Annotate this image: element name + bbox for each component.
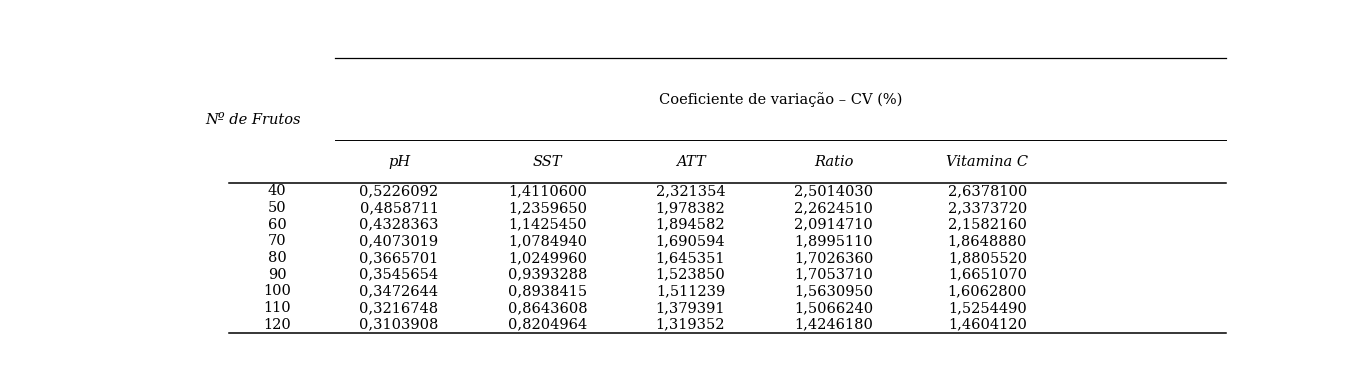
Text: 1,645351: 1,645351 xyxy=(655,251,725,265)
Text: 70: 70 xyxy=(268,234,286,248)
Text: Nº de Frutos: Nº de Frutos xyxy=(205,113,301,127)
Text: 2,321354: 2,321354 xyxy=(655,184,725,199)
Text: 80: 80 xyxy=(268,251,286,265)
Text: 100: 100 xyxy=(263,284,291,298)
Text: 2,2624510: 2,2624510 xyxy=(795,201,873,215)
Text: 1,690594: 1,690594 xyxy=(655,234,725,248)
Text: 0,3545654: 0,3545654 xyxy=(360,268,439,281)
Text: 1,319352: 1,319352 xyxy=(655,318,725,331)
Text: 0,4073019: 0,4073019 xyxy=(360,234,439,248)
Text: 0,9393288: 0,9393288 xyxy=(508,268,587,281)
Text: 1,379391: 1,379391 xyxy=(655,301,725,315)
Text: ATT: ATT xyxy=(676,155,706,169)
Text: 1,4110600: 1,4110600 xyxy=(508,184,587,199)
Text: 50: 50 xyxy=(268,201,286,215)
Text: Coeficiente de variação – CV (%): Coeficiente de variação – CV (%) xyxy=(659,92,903,107)
Text: 0,3472644: 0,3472644 xyxy=(360,284,439,298)
Text: 120: 120 xyxy=(263,318,291,331)
Text: 0,3216748: 0,3216748 xyxy=(360,301,439,315)
Text: 0,3665701: 0,3665701 xyxy=(360,251,439,265)
Text: 1,6651070: 1,6651070 xyxy=(948,268,1027,281)
Text: pH: pH xyxy=(389,155,410,169)
Text: SST: SST xyxy=(532,155,562,169)
Text: 1,511239: 1,511239 xyxy=(655,284,725,298)
Text: 1,4246180: 1,4246180 xyxy=(795,318,873,331)
Text: 1,7026360: 1,7026360 xyxy=(793,251,873,265)
Text: 0,8204964: 0,8204964 xyxy=(508,318,587,331)
Text: 2,1582160: 2,1582160 xyxy=(948,218,1027,232)
Text: 1,5254490: 1,5254490 xyxy=(948,301,1027,315)
Text: 0,5226092: 0,5226092 xyxy=(360,184,439,199)
Text: 0,3103908: 0,3103908 xyxy=(360,318,439,331)
Text: 1,0249960: 1,0249960 xyxy=(508,251,587,265)
Text: 1,1425450: 1,1425450 xyxy=(508,218,587,232)
Text: 1,5066240: 1,5066240 xyxy=(793,301,873,315)
Text: 1,894582: 1,894582 xyxy=(655,218,725,232)
Text: 1,8648880: 1,8648880 xyxy=(948,234,1027,248)
Text: 110: 110 xyxy=(263,301,291,315)
Text: 1,8805520: 1,8805520 xyxy=(948,251,1027,265)
Text: 1,2359650: 1,2359650 xyxy=(508,201,587,215)
Text: 2,3373720: 2,3373720 xyxy=(948,201,1027,215)
Text: 40: 40 xyxy=(268,184,286,199)
Text: 0,8643608: 0,8643608 xyxy=(508,301,587,315)
Text: 0,8938415: 0,8938415 xyxy=(508,284,587,298)
Text: 0,4328363: 0,4328363 xyxy=(360,218,439,232)
Text: 2,6378100: 2,6378100 xyxy=(948,184,1027,199)
Text: 1,978382: 1,978382 xyxy=(655,201,725,215)
Text: 90: 90 xyxy=(268,268,286,281)
Text: 1,523850: 1,523850 xyxy=(655,268,725,281)
Text: 2,0914710: 2,0914710 xyxy=(795,218,873,232)
Text: 2,5014030: 2,5014030 xyxy=(793,184,873,199)
Text: 1,4604120: 1,4604120 xyxy=(948,318,1027,331)
Text: 1,7053710: 1,7053710 xyxy=(795,268,873,281)
Text: Ratio: Ratio xyxy=(814,155,854,169)
Text: 0,4858711: 0,4858711 xyxy=(360,201,438,215)
Text: 1,8995110: 1,8995110 xyxy=(795,234,873,248)
Text: 1,5630950: 1,5630950 xyxy=(793,284,873,298)
Text: 60: 60 xyxy=(268,218,286,232)
Text: 1,0784940: 1,0784940 xyxy=(508,234,587,248)
Text: 1,6062800: 1,6062800 xyxy=(948,284,1027,298)
Text: Vitamina C: Vitamina C xyxy=(947,155,1029,169)
